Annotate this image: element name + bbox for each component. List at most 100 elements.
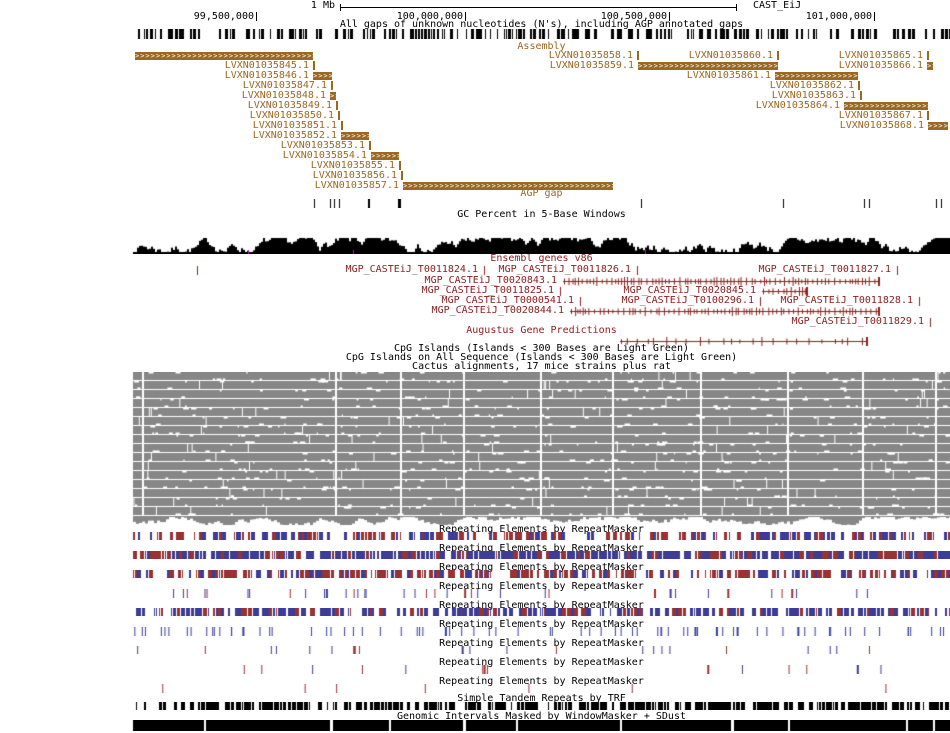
repeatmasker-title-7[interactable]: Repeating Elements by RepeatMasker <box>439 638 644 649</box>
assembly-contig-tick[interactable] <box>399 161 401 170</box>
assembly-contig-label[interactable]: LVXN01035848.1 <box>241 90 326 101</box>
trf-track-title[interactable]: Simple Tandem Repeats by TRF <box>457 693 626 704</box>
assembly-contig-label[interactable]: LVXN01035856.1 <box>312 170 397 181</box>
repeatmasker-track-6[interactable] <box>0 627 950 636</box>
assembly-contig-bar[interactable]: >>>> <box>928 122 948 130</box>
assembly-contig-label[interactable]: LVXN01035855.1 <box>310 160 395 171</box>
repeatmasker-title-1[interactable]: Repeating Elements by RepeatMasker <box>439 524 644 535</box>
assembly-contig-label[interactable]: LVXN01035849.1 <box>247 100 332 111</box>
assembly-contig-label[interactable]: LVXN01035862.1 <box>769 80 854 91</box>
assembly-contig-tick[interactable] <box>927 51 929 60</box>
ruler-position-tick[interactable] <box>256 12 257 21</box>
assembly-contig-bar[interactable]: >>>>>>>>>>>>>>>>> <box>775 72 858 80</box>
assembly-contig-tick[interactable] <box>927 111 929 120</box>
windowmasker-track[interactable] <box>0 720 950 731</box>
assembly-contig-label[interactable]: LVXN01035864.1 <box>755 100 840 111</box>
repeatmasker-title-9[interactable]: Repeating Elements by RepeatMasker <box>439 676 644 687</box>
gene-transcript-label[interactable]: MGP_CASTEiJ_T0011828.1 <box>780 295 913 306</box>
trf-track[interactable] <box>0 702 950 710</box>
cpg-islands-all-track-title[interactable]: CpG Islands on All Sequence (Islands < 3… <box>345 352 738 363</box>
assembly-contig-bar[interactable]: >> <box>927 62 933 70</box>
assembly-contig-label[interactable]: LVXN01035846.1 <box>224 70 309 81</box>
assembly-contig-bar[interactable]: >> <box>330 92 336 100</box>
gene-transcript-label[interactable]: MGP_CASTEiJ_T0011827.1 <box>758 264 891 275</box>
assembly-contig-label[interactable]: LVXN01035847.1 <box>242 80 327 91</box>
assembly-contig-label[interactable]: LVXN01035845.1 <box>224 60 309 71</box>
ruler-position-tick[interactable] <box>669 12 670 21</box>
gene-transcript-label[interactable]: MGP_CASTEiJ_T0020843.1 <box>424 275 557 286</box>
assembly-contig-label[interactable]: LVXN01035857.1 <box>314 180 399 191</box>
gene-transcript-label[interactable]: MGP_CASTEiJ_T0011826.1 <box>498 264 631 275</box>
assembly-contig-tick[interactable] <box>338 111 340 120</box>
ruler-position-label[interactable]: 101,000,000 <box>805 11 872 22</box>
assembly-contig-tick[interactable] <box>313 61 315 70</box>
assembly-track-title[interactable]: Assembly <box>517 41 566 52</box>
assembly-contig-tick[interactable] <box>401 171 403 180</box>
repeatmasker-track-4[interactable] <box>0 589 950 598</box>
repeatmasker-track-1[interactable] <box>0 532 950 540</box>
gene-transcript-label[interactable]: MGP_CASTEiJ_T0100296.1 <box>621 295 754 306</box>
gene-transcript-label[interactable]: MGP_CASTEiJ_T0020844.1 <box>431 305 564 316</box>
assembly-contig-tick[interactable] <box>369 141 371 150</box>
windowmasker-track-title[interactable]: Genomic Intervals Masked by WindowMasker… <box>397 711 686 722</box>
assembly-contig-bar[interactable]: >>>>>> <box>341 132 369 140</box>
assembly-contig-bar[interactable]: >>>>>>>>>>>>>>>>> <box>844 102 928 110</box>
assembly-contig-bar[interactable]: >>>> <box>313 72 332 80</box>
gaps-track-title[interactable]: All gaps of unknown nucleotides (N's), i… <box>339 19 744 30</box>
repeatmasker-title-5[interactable]: Repeating Elements by RepeatMasker <box>439 600 644 611</box>
repeatmasker-track-8[interactable] <box>0 665 950 674</box>
repeatmasker-title-2[interactable]: Repeating Elements by RepeatMasker <box>439 543 644 554</box>
assembly-contig-tick[interactable] <box>637 51 639 60</box>
gene-transcript-label[interactable]: MGP_CASTEiJ_T0011829.1 <box>791 316 924 327</box>
repeatmasker-track-7[interactable] <box>0 646 950 654</box>
assembly-contig-tick[interactable] <box>341 121 343 130</box>
assembly-contig-label[interactable]: LVXN01035854.1 <box>282 150 367 161</box>
assembly-contig-label[interactable]: LVXN01035866.1 <box>838 60 923 71</box>
ruler-position-tick[interactable] <box>465 12 466 21</box>
gc-percent-track[interactable] <box>0 237 950 254</box>
cactus-track-title[interactable]: Cactus alignments, 17 mice strains plus … <box>412 361 671 372</box>
repeatmasker-track-2[interactable] <box>0 551 950 559</box>
assembly-contig-label[interactable]: LVXN01035865.1 <box>838 50 923 61</box>
repeatmasker-track-9[interactable] <box>0 684 950 693</box>
assembly-contig-label[interactable]: LVXN01035853.1 <box>280 140 365 151</box>
assembly-contig-tick[interactable] <box>336 101 338 110</box>
ruler-position-label[interactable]: 100,500,000 <box>600 11 667 22</box>
assembly-contig-label[interactable]: LVXN01035850.1 <box>249 110 334 121</box>
assembly-contig-bar[interactable]: >>>>>>>>>>>>>>>>>>>>>>>>>>>>>>>>>>>> <box>135 52 313 60</box>
agp-gap-track-title[interactable]: AGP gap <box>520 188 563 199</box>
cactus-alignments-track[interactable] <box>0 372 950 526</box>
repeatmasker-track-5[interactable] <box>0 608 950 616</box>
gene-transcript-label[interactable]: MGP_CASTEiJ_T0000541.1 <box>441 295 574 306</box>
ruler-position-label[interactable]: 100,000,000 <box>396 11 463 22</box>
assembly-contig-label[interactable]: LVXN01035868.1 <box>839 120 924 131</box>
assembly-contig-label[interactable]: LVXN01035851.1 <box>252 120 337 131</box>
repeatmasker-title-3[interactable]: Repeating Elements by RepeatMasker <box>439 562 644 573</box>
assembly-contig-label[interactable]: LVXN01035858.1 <box>548 50 633 61</box>
assembly-contig-tick[interactable] <box>858 81 860 90</box>
assembly-contig-label[interactable]: LVXN01035863.1 <box>771 90 856 101</box>
gene-transcript-label[interactable]: MGP_CASTEiJ_T0011825.1 <box>421 285 554 296</box>
assembly-contig-tick[interactable] <box>331 81 333 90</box>
all-gaps-track[interactable] <box>0 29 950 39</box>
assembly-contig-tick[interactable] <box>777 51 779 60</box>
repeatmasker-title-8[interactable]: Repeating Elements by RepeatMasker <box>439 657 644 668</box>
assembly-contig-label[interactable]: LVXN01035860.1 <box>688 50 773 61</box>
assembly-contig-label[interactable]: LVXN01035852.1 <box>252 130 337 141</box>
repeatmasker-track-3[interactable] <box>0 570 950 578</box>
ruler-position-label[interactable]: 99,500,000 <box>193 11 254 22</box>
repeatmasker-title-4[interactable]: Repeating Elements by RepeatMasker <box>439 581 644 592</box>
gene-transcript-label[interactable]: MGP_CASTEiJ_T0011824.1 <box>345 264 478 275</box>
assembly-contig-bar[interactable]: >>>>>> <box>371 152 399 160</box>
assembly-contig-bar[interactable]: >>>>>>>>>>>>>>>>>>>>>>>>>>>> <box>638 62 778 70</box>
ruler-position-tick[interactable] <box>874 12 875 21</box>
assembly-contig-label[interactable]: LVXN01035867.1 <box>838 110 923 121</box>
repeatmasker-title-6[interactable]: Repeating Elements by RepeatMasker <box>439 619 644 630</box>
assembly-contig-bar[interactable]: >>>>>>>>>>>>>>>>>>>>>>>>>>>>>>>>>>>>>>>>… <box>403 182 613 190</box>
assembly-contig-label[interactable]: LVXN01035861.1 <box>686 70 771 81</box>
gene-structures-canvas[interactable] <box>0 258 950 353</box>
assembly-contig-tick[interactable] <box>860 91 862 100</box>
assembly-contig-label[interactable]: LVXN01035859.1 <box>549 60 634 71</box>
gc-percent-track-title[interactable]: GC Percent in 5-Base Windows <box>457 209 626 220</box>
